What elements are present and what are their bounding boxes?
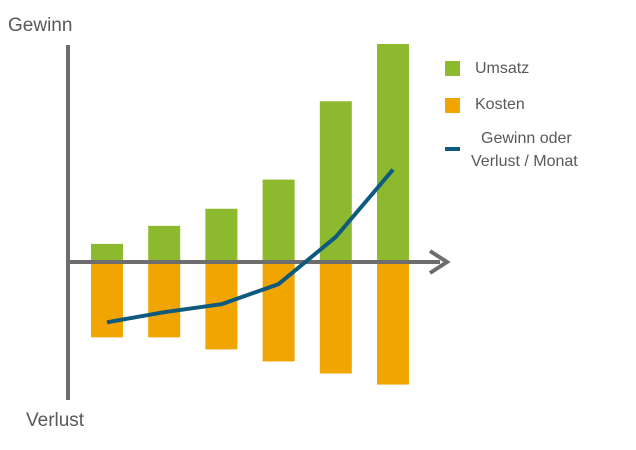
line-layer (106, 168, 395, 325)
legend-label-gewinn-line2: Verlust / Monat (471, 153, 578, 170)
legend-swatch-umsatz (445, 61, 460, 76)
bar-kosten-1 (91, 262, 123, 338)
legend-label-kosten: Kosten (475, 96, 525, 113)
legend-swatch-kosten (445, 98, 460, 113)
bar-umsatz-4 (262, 179, 295, 262)
legend: Umsatz Kosten Gewinn oder Verlust / Mona… (445, 60, 578, 170)
profit-line (106, 168, 395, 325)
bar-kosten-4 (262, 262, 295, 362)
legend-label-umsatz: Umsatz (475, 60, 529, 77)
bar-umsatz-1 (91, 243, 123, 262)
bar-umsatz-6 (377, 44, 409, 262)
bar-umsatz-2 (148, 225, 181, 262)
bars-layer (91, 44, 409, 385)
bar-kosten-6 (377, 262, 409, 385)
legend-label-gewinn-line1: Gewinn oder (481, 130, 572, 147)
bar-kosten-2 (148, 262, 181, 338)
bar-umsatz-3 (205, 208, 238, 262)
x-axis-arrowhead (428, 249, 451, 275)
axes-layer (66, 45, 451, 400)
bar-kosten-5 (319, 262, 352, 374)
y-axis-label-top: Gewinn (8, 15, 72, 36)
y-axis-label-bottom: Verlust (26, 410, 85, 431)
legend-dash-gewinn (445, 147, 460, 151)
